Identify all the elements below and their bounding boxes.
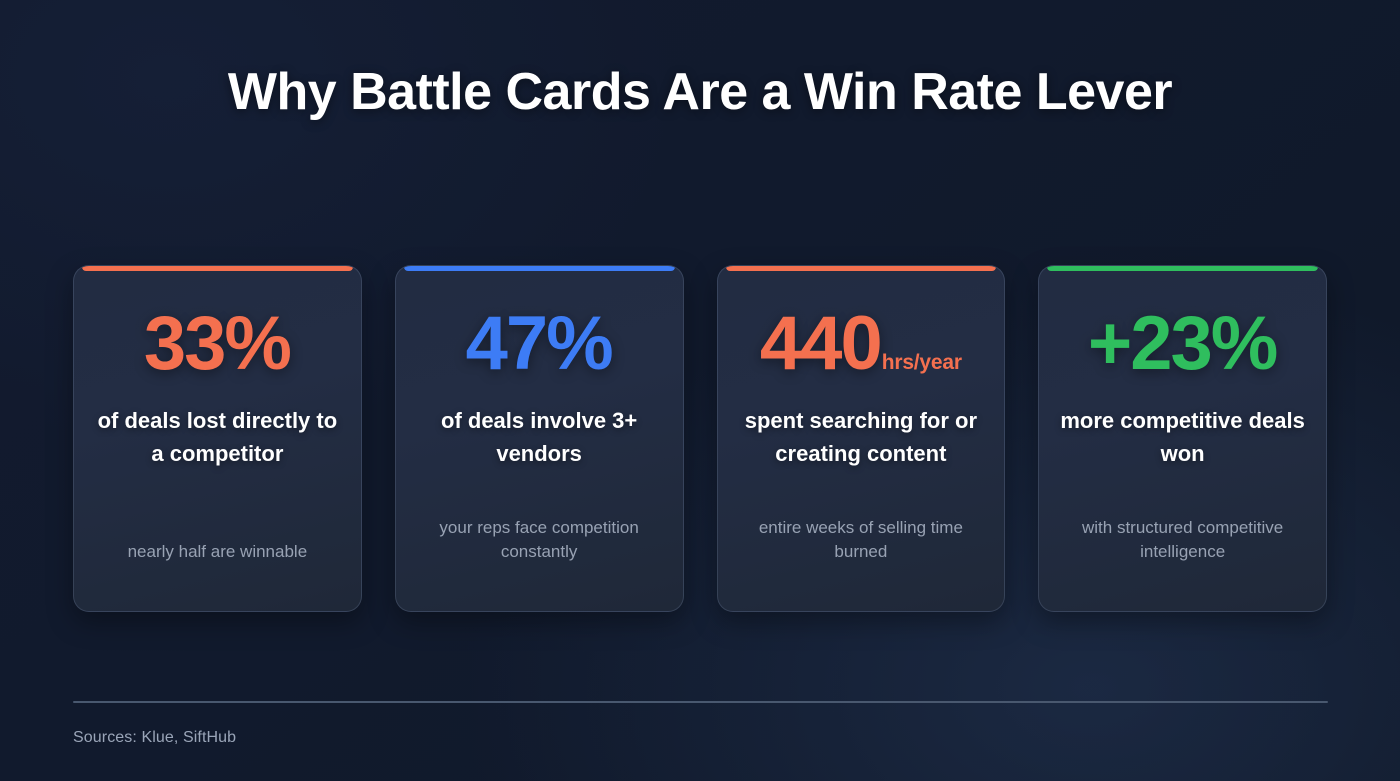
stat-number: 47% [465,301,614,386]
footer-divider [73,701,1328,703]
stat-number: 33% [143,301,292,386]
stat-card[interactable]: 440 hrs/year spent searching for or crea… [716,265,1006,612]
stat-card[interactable]: 33% of deals lost directly to a competit… [73,265,362,612]
accent-bar [725,266,997,271]
page-title: Why Battle Cards Are a Win Rate Lever [227,63,1173,121]
stat-label: of deals involve 3+ vendors [441,408,638,466]
footer-sources: Sources: Klue, SiftHub [73,729,237,746]
stat-label: of deals lost directly to a competitor [97,408,338,466]
title-section: Why Battle Cards Are a Win Rate Lever [0,0,1400,121]
stat-label: spent searching for or creating content [744,408,978,466]
stat-cards-row: 33% of deals lost directly to a competit… [73,265,1327,612]
stat-value: 440 hrs/year [760,306,962,382]
stat-value: 33% [143,301,292,386]
stat-value: 47% [465,301,614,386]
accent-bar [82,266,353,271]
stat-label: more competitive deals won [1060,408,1305,466]
stat-suffix: hrs/year [881,351,962,374]
stat-card[interactable]: 47% of deals involve 3+ vendors your rep… [394,265,684,612]
stat-number: +23% [1087,301,1278,386]
stat-card[interactable]: +23% more competitive deals won with str… [1038,265,1327,612]
stat-value: +23% [1088,306,1278,382]
stat-sublabel: entire weeks of selling time burned [758,517,963,562]
stat-sublabel: nearly half are winnable [127,542,308,562]
stat-sublabel: your reps face competition constantly [439,517,639,562]
accent-bar [1047,266,1318,271]
footer: Sources: Klue, SiftHub [73,701,1328,747]
accent-bar [403,266,675,271]
stat-number: 440 [759,301,883,386]
stat-sublabel: with structured competitive intelligence [1082,517,1284,562]
